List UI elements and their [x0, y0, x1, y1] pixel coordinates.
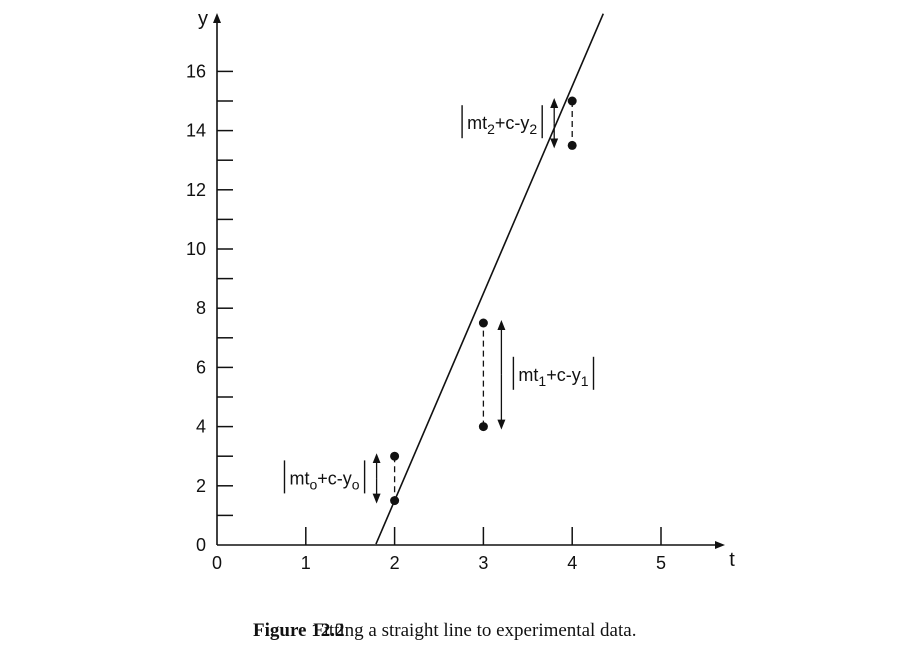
plot-area: ty0 1 2 3 4 50246810121416mto+c-yomt1+c-y1mt2… [186, 8, 735, 573]
y-tick-label: 6 [196, 357, 206, 377]
fit-line [375, 13, 605, 545]
y-tick-label: 4 [196, 417, 206, 437]
fit-point [390, 496, 400, 506]
x-tick-label: 1 [301, 553, 311, 573]
y-tick-label: 14 [186, 121, 206, 141]
x-tick-label: 5 [656, 553, 666, 573]
y-tick-label: 8 [196, 298, 206, 318]
caption-text: Fitting a straight line to experimental … [313, 620, 636, 641]
residual-label: mt2+c-y2 [467, 113, 537, 137]
y-tick-label: 10 [186, 239, 206, 259]
fit-point [478, 318, 488, 328]
residual-label: mto+c-yo [289, 468, 359, 492]
x-tick-label: 0 [212, 553, 222, 573]
data-point [567, 96, 577, 106]
data-point [390, 451, 400, 461]
x-axis-label: t [729, 549, 735, 571]
y-tick-label: 2 [196, 476, 206, 496]
x-tick-label: 2 [390, 553, 400, 573]
residual-label: mt1+c-y1 [518, 365, 588, 389]
y-tick-label: 16 [186, 61, 206, 81]
caption-label: Figure 12.2 [253, 620, 344, 641]
fit-point [567, 140, 577, 150]
y-tick-label: 12 [186, 180, 206, 200]
y-axis-label: y [198, 8, 208, 30]
data-point [478, 422, 488, 432]
y-tick-label: 0 [196, 535, 206, 555]
x-tick-label: 4 [567, 553, 577, 573]
x-tick-label: 3 [478, 553, 488, 573]
